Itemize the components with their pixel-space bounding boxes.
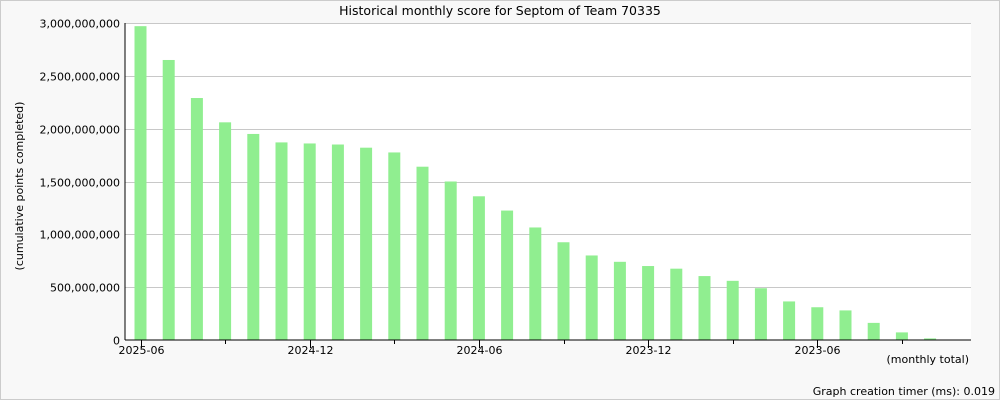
bar xyxy=(501,210,514,340)
x-tick-label: 2025-06 xyxy=(119,344,165,357)
bar xyxy=(642,266,655,340)
bar xyxy=(360,147,373,340)
bar xyxy=(895,332,908,340)
chart-title: Historical monthly score for Septom of T… xyxy=(339,3,661,18)
bar xyxy=(219,122,232,341)
bar xyxy=(698,276,711,340)
y-axis-label: (cumulative points completed) xyxy=(13,102,26,271)
y-tick-label: 1,000,000,000 xyxy=(40,229,120,242)
x-tick-label: 2023-06 xyxy=(795,344,841,357)
x-tick-label: 2024-06 xyxy=(457,344,503,357)
x-tick-labels: 2025-06 2024-12 2024-06 2023-12 2023-06 xyxy=(119,340,903,357)
bar xyxy=(190,98,203,340)
y-tick-label: 1,500,000,000 xyxy=(40,177,120,190)
y-tick-label: 0 xyxy=(113,335,120,348)
bar xyxy=(557,242,570,340)
y-tick-label: 2,500,000,000 xyxy=(40,71,120,84)
y-tick-label: 2,000,000,000 xyxy=(40,124,120,137)
y-tick-label: 3,000,000,000 xyxy=(40,18,120,31)
bar xyxy=(726,280,739,340)
graph-timer-text: Graph creation timer (ms): 0.019 xyxy=(813,385,995,398)
bar xyxy=(839,310,852,340)
bar xyxy=(783,301,796,340)
bar xyxy=(613,261,626,340)
bar xyxy=(924,338,937,340)
x-tick-label: 2024-12 xyxy=(288,344,334,357)
bar xyxy=(811,307,824,340)
y-tick-label: 500,000,000 xyxy=(50,282,120,295)
bar xyxy=(585,255,598,340)
gridlines xyxy=(125,23,971,288)
bar xyxy=(754,288,767,340)
bar xyxy=(247,133,260,340)
bar xyxy=(472,196,485,340)
bar xyxy=(416,166,429,340)
bar xyxy=(303,143,316,340)
bar xyxy=(275,142,288,340)
bar xyxy=(162,59,175,340)
x-axis-label: (monthly total) xyxy=(887,353,970,366)
bar xyxy=(867,322,880,340)
bar-series xyxy=(134,26,937,341)
bar xyxy=(670,268,683,340)
bar xyxy=(388,152,401,340)
bar xyxy=(444,181,457,340)
bar xyxy=(134,26,147,340)
bar xyxy=(331,144,344,340)
bar xyxy=(529,227,542,340)
y-tick-labels: 0 500,000,000 1,000,000,000 1,500,000,000 2,… xyxy=(40,18,120,348)
x-tick-label: 2023-12 xyxy=(626,344,672,357)
